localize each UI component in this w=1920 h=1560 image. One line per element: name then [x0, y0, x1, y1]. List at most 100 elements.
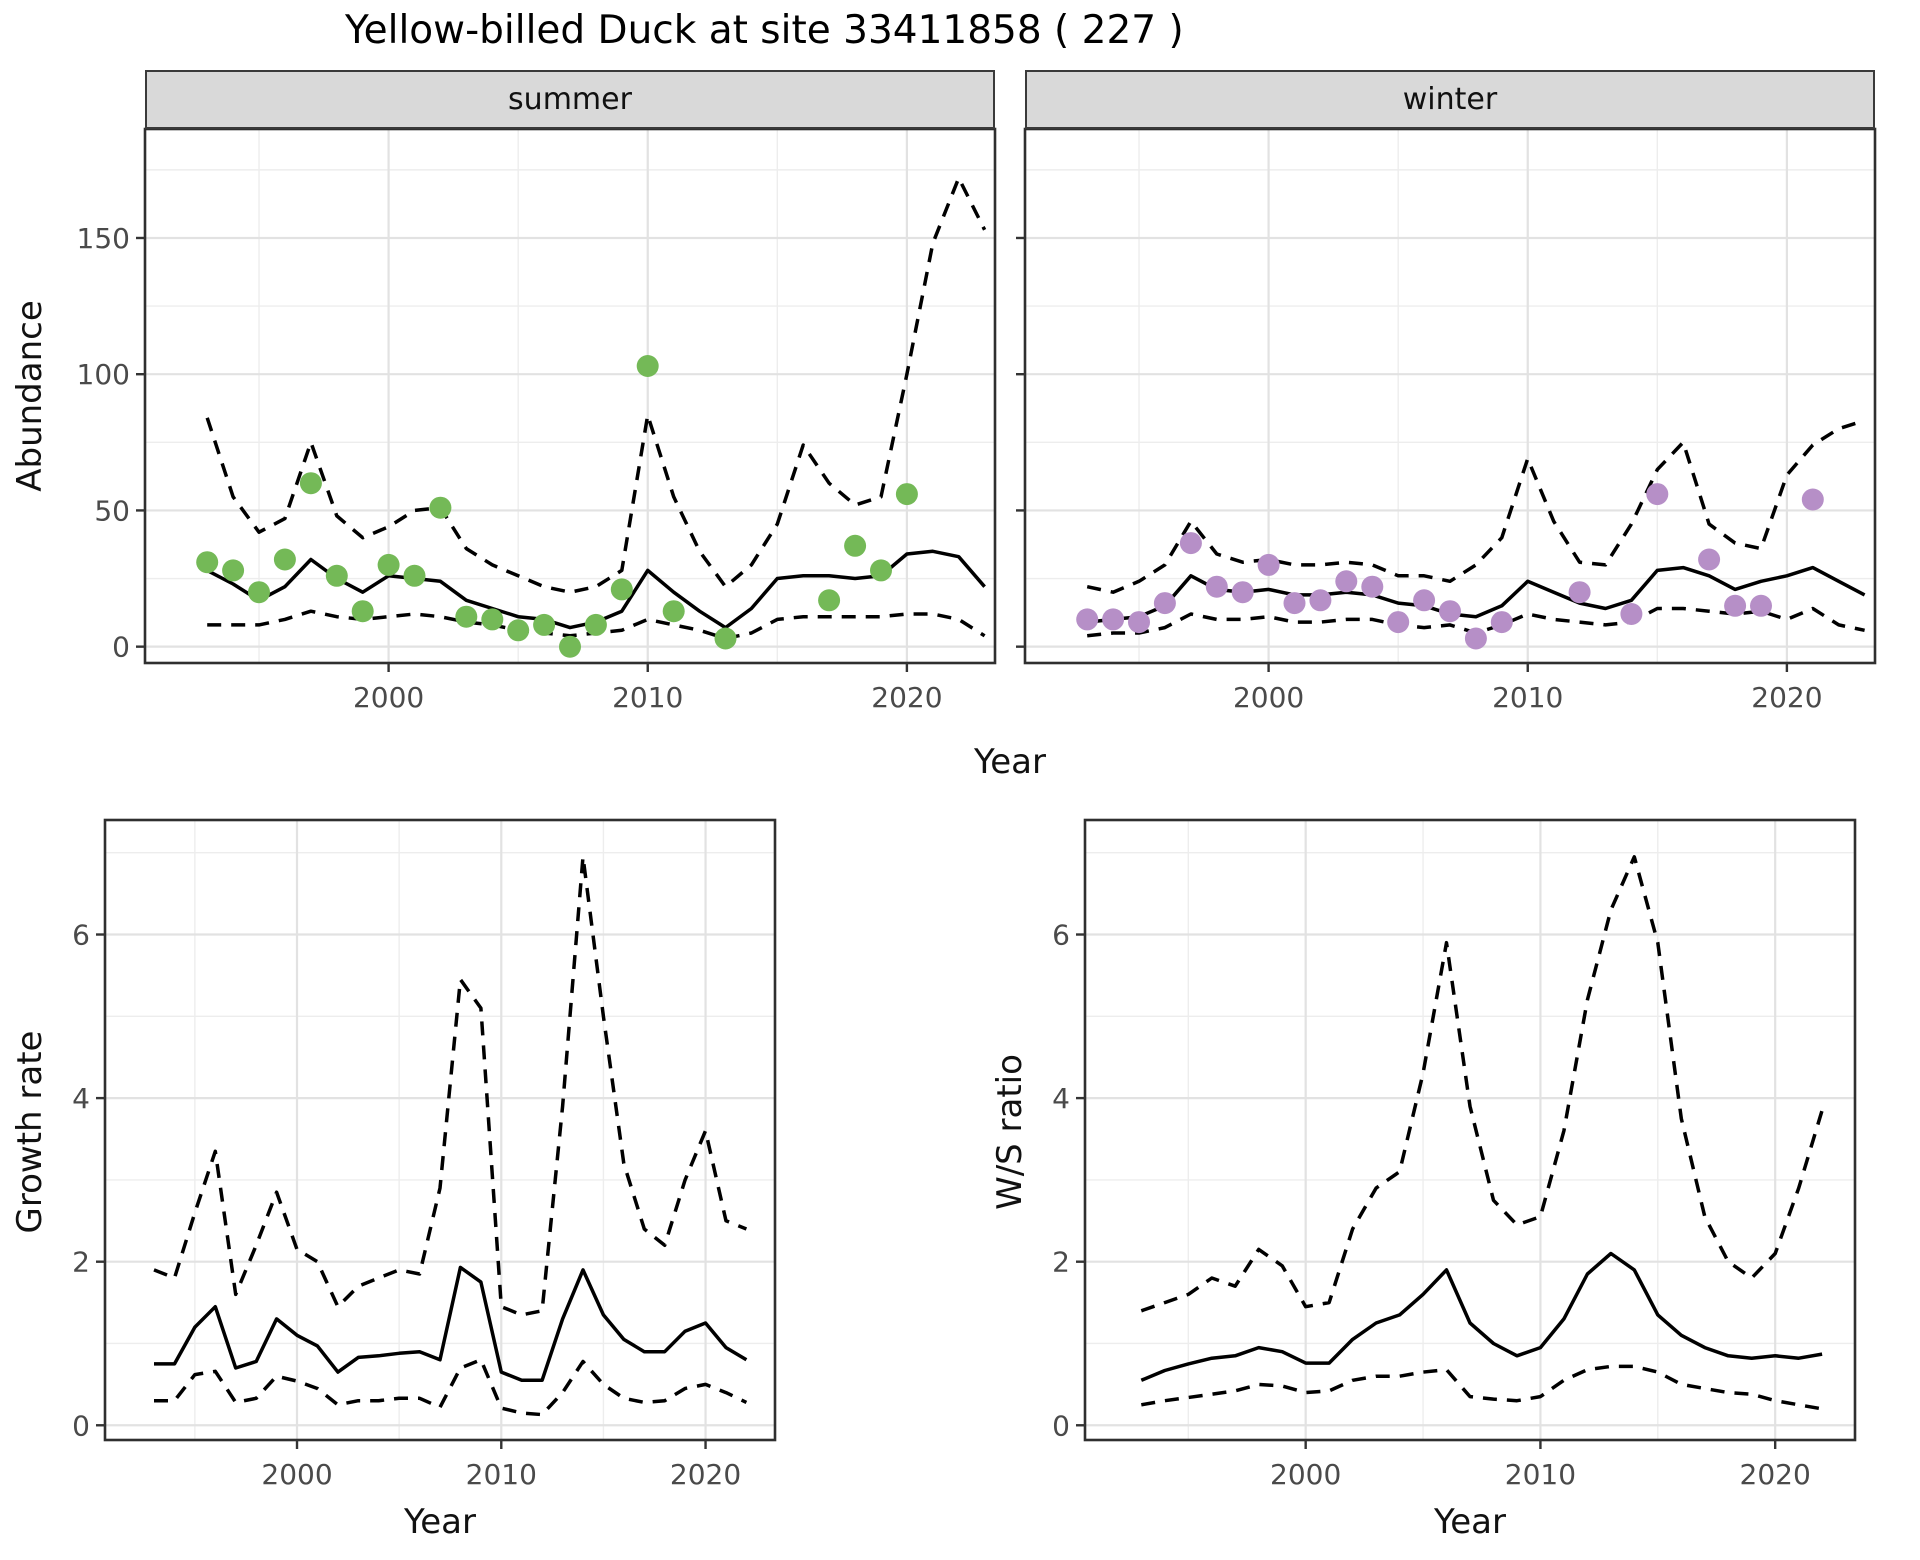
data-point-abundance-summer [325, 564, 348, 587]
y-tick-label: 0 [72, 1409, 90, 1442]
data-point-abundance-winter [1283, 592, 1306, 615]
data-point-abundance-winter [1076, 608, 1099, 631]
panel-border-abundance-winter [1023, 127, 1877, 665]
series-upper95-abundance-winter [1086, 418, 1866, 594]
data-point-abundance-winter [1801, 488, 1824, 511]
x-tick-label: 2010 [1505, 1458, 1576, 1491]
data-point-abundance-summer [299, 472, 322, 495]
data-point-abundance-winter [1128, 611, 1150, 634]
y-tick-label: 4 [1052, 1082, 1070, 1115]
data-point-abundance-summer [662, 600, 685, 623]
data-point-abundance-winter [1309, 589, 1332, 612]
data-point-abundance-winter [1646, 483, 1669, 506]
facet-strip-summer-label: summer [508, 82, 632, 117]
series-upper95-growth [153, 855, 748, 1317]
data-point-abundance-winter [1231, 581, 1254, 604]
y-tick-label: 2 [72, 1246, 90, 1279]
data-point-abundance-winter [1361, 575, 1384, 598]
x-axis-title-bottom-right: Year [1434, 1502, 1506, 1542]
x-tick-label: 2000 [353, 681, 424, 714]
x-axis-title-bottom-left: Year [404, 1502, 476, 1542]
data-point-abundance-summer [844, 534, 867, 557]
x-tick-label: 2010 [466, 1458, 537, 1491]
data-point-abundance-winter [1179, 532, 1202, 555]
series-lower95-growth [154, 1358, 748, 1417]
y-tick-label: 6 [1052, 919, 1070, 952]
y-axis-title-ws-ratio: W/S ratio [990, 1054, 1030, 1210]
data-point-abundance-winter [1439, 600, 1461, 623]
data-point-abundance-winter [1750, 594, 1772, 617]
data-point-abundance-summer [429, 496, 452, 519]
facet-strip-winter: winter [1025, 70, 1875, 129]
x-tick-label: 2000 [1270, 1458, 1341, 1491]
data-point-abundance-summer [895, 483, 918, 506]
data-point-abundance-summer [248, 581, 270, 604]
panel-border-abundance-summer [143, 127, 997, 665]
data-point-abundance-winter [1698, 548, 1721, 571]
panel-bg-ws [1085, 820, 1855, 1440]
data-point-abundance-summer [818, 589, 841, 612]
y-axis-title-abundance: Abundance [10, 300, 50, 492]
x-tick-label: 2020 [1740, 1458, 1811, 1491]
data-point-abundance-winter [1205, 575, 1228, 598]
data-point-abundance-winter [1568, 581, 1591, 604]
data-point-abundance-summer [636, 355, 659, 377]
data-point-abundance-winter [1335, 570, 1358, 593]
figure-title: Yellow-billed Duck at site 33411858 ( 22… [345, 8, 1184, 53]
panel-bg-abundance-summer [145, 129, 995, 663]
data-point-abundance-summer [351, 600, 374, 623]
data-point-abundance-summer [610, 578, 633, 601]
y-tick-label: 6 [72, 919, 90, 952]
data-point-abundance-winter [1102, 608, 1125, 631]
data-point-abundance-summer [377, 553, 400, 576]
data-point-abundance-winter [1153, 592, 1176, 615]
series-median-growth [154, 1265, 748, 1383]
data-point-abundance-winter [1464, 627, 1487, 650]
data-point-abundance-summer [481, 608, 504, 631]
y-tick-label: 150 [77, 222, 130, 255]
data-point-abundance-winter [1413, 589, 1436, 612]
x-tick-label: 2000 [1233, 681, 1304, 714]
data-point-abundance-summer [222, 559, 245, 582]
x-axis-title-top: Year [974, 742, 1046, 782]
y-axis-title-growth-rate: Growth rate [10, 1030, 50, 1234]
panel-border-ws [1083, 818, 1857, 1442]
data-point-abundance-winter [1620, 603, 1643, 625]
data-point-abundance-winter [1257, 553, 1280, 576]
panel-bg-abundance-winter [1025, 129, 1875, 663]
x-tick-label: 2020 [1751, 681, 1822, 714]
data-point-abundance-summer [714, 627, 737, 650]
y-tick-label: 50 [94, 494, 130, 527]
panel-border-growth [103, 818, 777, 1442]
series-upper95-ws [1140, 855, 1824, 1313]
series-upper95-abundance-summer [205, 176, 987, 594]
data-point-abundance-summer [403, 564, 426, 587]
y-tick-label: 0 [1052, 1409, 1070, 1442]
data-point-abundance-summer [559, 635, 581, 658]
data-point-abundance-summer [273, 548, 296, 571]
data-point-abundance-summer [196, 551, 219, 574]
y-tick-label: 100 [77, 358, 130, 391]
facet-strip-winter-label: winter [1402, 82, 1498, 117]
y-tick-label: 4 [72, 1082, 90, 1115]
data-point-abundance-winter [1724, 594, 1747, 617]
y-tick-label: 2 [1052, 1246, 1070, 1279]
data-point-abundance-summer [507, 619, 530, 642]
data-point-abundance-summer [455, 605, 478, 628]
x-tick-label: 2000 [261, 1458, 332, 1491]
x-tick-label: 2020 [670, 1458, 741, 1491]
series-median-ws [1140, 1251, 1823, 1382]
data-point-abundance-summer [870, 559, 892, 582]
data-point-abundance-summer [533, 613, 556, 636]
data-point-abundance-winter [1490, 611, 1513, 634]
data-point-abundance-winter [1387, 611, 1410, 634]
y-tick-label: 0 [112, 631, 130, 664]
x-tick-label: 2010 [612, 681, 683, 714]
x-tick-label: 2010 [1492, 681, 1563, 714]
facet-strip-summer: summer [145, 70, 995, 129]
x-tick-label: 2020 [871, 681, 942, 714]
panel-bg-growth [105, 820, 775, 1440]
data-point-abundance-summer [584, 613, 607, 636]
